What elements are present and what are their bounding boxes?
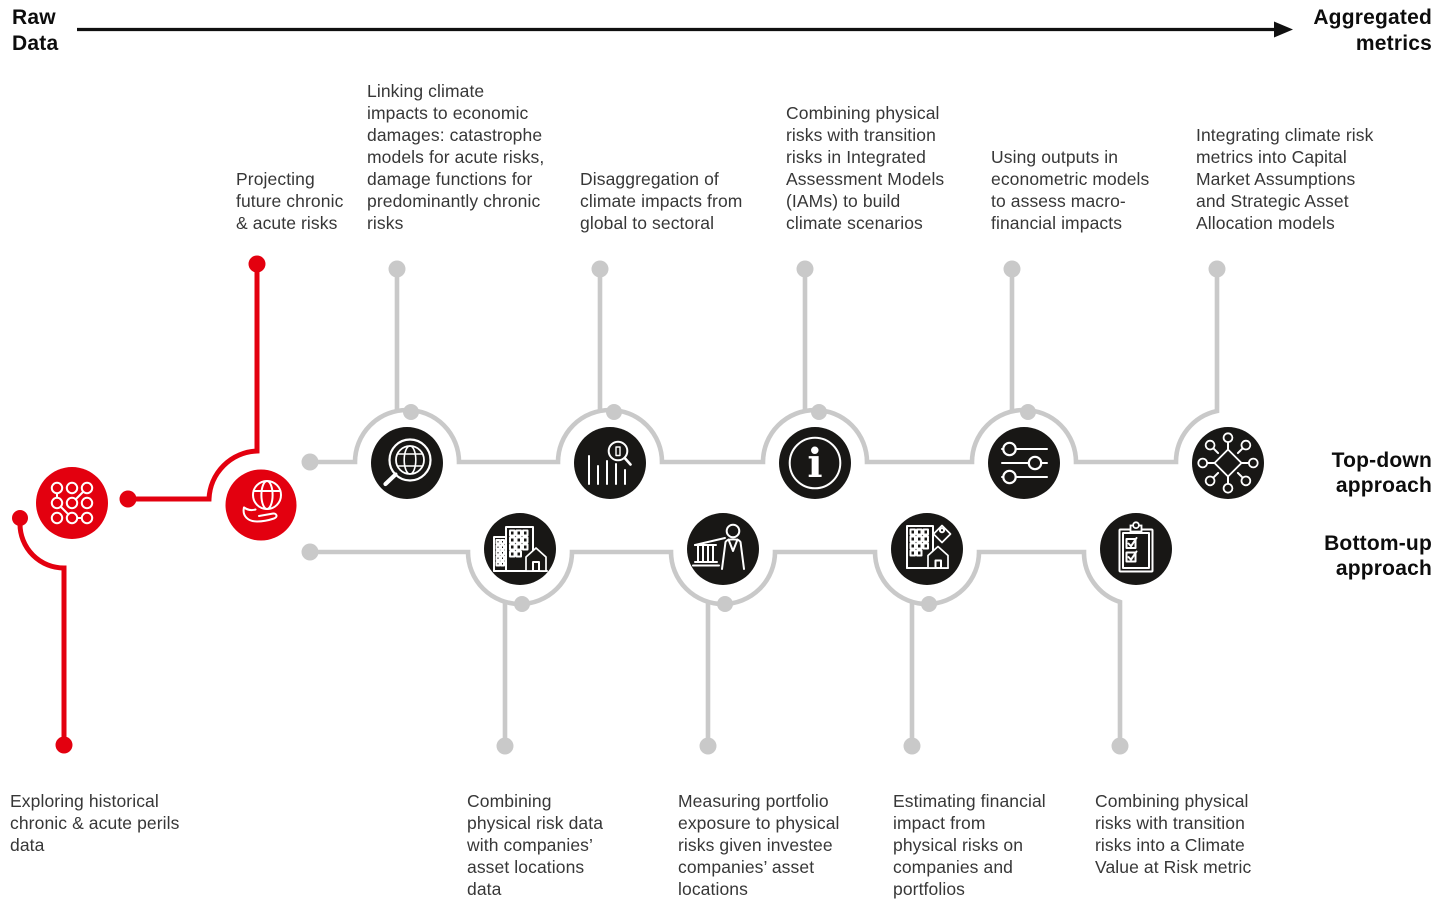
info-icon: i [788, 436, 842, 490]
globe-magnifier-icon [383, 438, 432, 487]
bottom-junction-dots [514, 596, 937, 612]
step-label-iam-scenarios: Combining physical risks with transition… [786, 103, 945, 233]
bottom-up-approach-label: Bottom-up approach [1324, 532, 1432, 580]
step-label-climate-var: Combining physical risks with transition… [1095, 791, 1252, 877]
step-label-projecting: Projecting future chronic & acute risks [236, 169, 344, 233]
buildings-icon [493, 526, 548, 572]
step-label-linking-climate: Linking climate impacts to economic dama… [367, 81, 545, 233]
top-node-4 [988, 427, 1060, 499]
top-label-stems [394, 269, 1015, 412]
bottom-flow-line [310, 549, 1123, 746]
step-label-disaggregation: Disaggregation of climate impacts from g… [580, 169, 743, 233]
top-node-1 [371, 427, 443, 499]
aggregated-metrics-label: Aggregated metrics [1313, 6, 1432, 55]
step-label-capital-market: Integrating climate risk metrics into Ca… [1196, 125, 1374, 233]
data-cluster-icon [50, 481, 94, 525]
top-node-2 [574, 427, 646, 499]
line-start-dots [301, 453, 319, 561]
top-node-3: i [779, 427, 851, 499]
top-node-5 [1192, 427, 1264, 499]
chart-magnifier-icon [588, 440, 632, 485]
step-label-exploring-historical: Exploring historical chronic & acute per… [10, 791, 180, 855]
top-flow-line [310, 269, 1220, 465]
red-projection-line [128, 265, 260, 502]
svg-text:i: i [807, 440, 822, 487]
step-label-portfolio-exposure: Measuring portfolio exposure to physical… [678, 791, 840, 899]
raw-data-node [36, 467, 108, 539]
person-bank-icon [692, 523, 745, 570]
building-tag-icon [906, 524, 952, 569]
bottom-node-3 [891, 513, 963, 585]
bottom-node-2 [687, 513, 759, 585]
bottom-node-4 [1100, 513, 1172, 585]
step-label-financial-impact: Estimating financial impact from physica… [893, 791, 1046, 899]
sliders-icon [1001, 441, 1048, 485]
top-down-approach-label: Top-down approach [1331, 449, 1432, 497]
projection-node [225, 469, 297, 541]
hand-globe-icon [242, 480, 282, 523]
step-label-econometric: Using outputs in econometric models to a… [991, 147, 1150, 233]
bottom-label-stems [502, 602, 915, 746]
red-dots [12, 255, 266, 754]
raw-to-aggregated-arrow [77, 21, 1293, 38]
red-historical-line [17, 518, 67, 745]
top-label-dots [388, 260, 1226, 278]
bottom-label-dots [496, 737, 1129, 755]
raw-data-label: Raw Data [12, 6, 59, 55]
clipboard-checklist-icon [1118, 521, 1154, 573]
bottom-node-1 [484, 513, 556, 585]
top-junction-dots [403, 404, 1036, 420]
step-label-asset-locations: Combining physical risk data with compan… [467, 791, 604, 899]
network-icon [1197, 432, 1259, 494]
